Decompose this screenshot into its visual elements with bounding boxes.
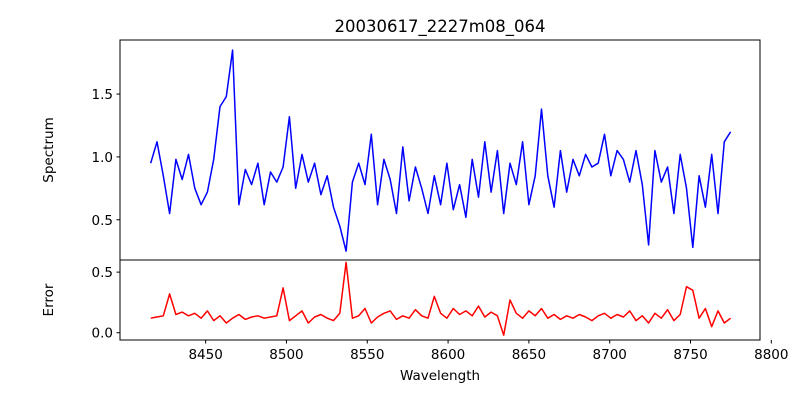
error-ytick-label: 0.0 <box>92 326 113 342</box>
xtick-label: 8450 <box>188 347 222 363</box>
xtick-label: 8500 <box>269 347 303 363</box>
chart-title: 20030617_2227m08_064 <box>334 17 545 37</box>
spectrum-axes: 0.5 1.0 1.5 <box>92 39 761 261</box>
xtick-label: 8600 <box>431 347 465 363</box>
error-ytick-label: 0.5 <box>92 265 113 281</box>
spectrum-ytick-label: 0.5 <box>92 213 113 229</box>
spectrum-ytick-label: 1.5 <box>92 87 113 103</box>
xtick-label: 8750 <box>673 347 707 363</box>
spectrum-axes-frame <box>119 39 761 261</box>
y-axis-label-spectrum: Spectrum <box>41 117 57 182</box>
xtick-label: 8650 <box>512 347 546 363</box>
y-axis-label-error: Error <box>41 283 57 316</box>
xtick-label: 8800 <box>754 347 788 363</box>
error-axes-frame <box>119 259 761 341</box>
error-series-line <box>150 261 732 336</box>
spectrum-ytick-label: 1.0 <box>92 150 113 166</box>
spectrum-series-line <box>149 49 732 252</box>
xtick-label: 8700 <box>593 347 627 363</box>
xtick-label: 8550 <box>350 347 384 363</box>
x-axis-label: Wavelength <box>400 368 480 384</box>
error-axes: 0.0 0.5 8450 8500 8550 8600 8650 8700 8750 8800 <box>92 259 788 363</box>
